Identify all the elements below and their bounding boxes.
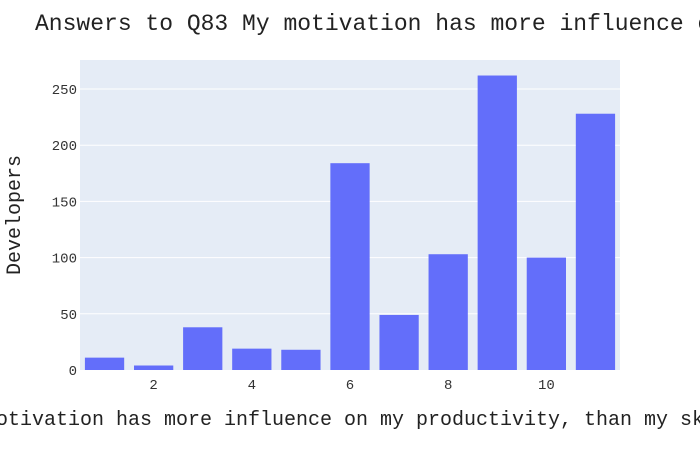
y-tick-label: 0 <box>69 364 77 380</box>
bar <box>232 348 272 370</box>
y-tick-label: 100 <box>52 252 77 268</box>
x-tick-label: 8 <box>444 378 452 394</box>
bar <box>330 163 370 370</box>
bar <box>575 113 616 370</box>
bar <box>379 314 419 370</box>
bar <box>477 75 517 371</box>
y-tick-label: 250 <box>52 83 77 99</box>
y-tick-label: 150 <box>52 195 77 211</box>
bar <box>84 357 125 370</box>
x-tick-label: 6 <box>346 378 354 394</box>
chart-title: Answers to Q83 My motivation has more in… <box>35 11 700 37</box>
bar <box>134 365 174 370</box>
y-axis-ticks: 0 50 100 150 200 250 <box>52 83 77 380</box>
bar <box>281 349 321 370</box>
bar <box>526 257 566 370</box>
x-tick-label: 4 <box>248 378 256 394</box>
bar <box>183 327 223 370</box>
x-axis-title: My motivation has more influence on my p… <box>0 409 700 432</box>
bars <box>84 75 616 371</box>
y-axis-title: Developers <box>4 155 27 275</box>
y-tick-label: 50 <box>60 308 77 324</box>
bar <box>428 254 468 370</box>
x-axis-ticks: 2 4 6 8 10 <box>149 378 554 394</box>
x-tick-label: 10 <box>538 378 555 394</box>
x-tick-label: 2 <box>149 378 157 394</box>
y-tick-label: 200 <box>52 139 77 155</box>
